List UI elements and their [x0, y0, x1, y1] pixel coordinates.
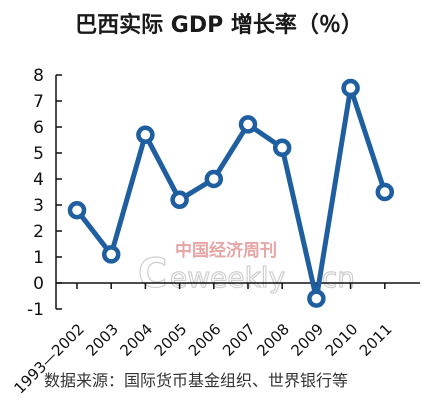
- x-tick-label: 2011: [356, 320, 396, 360]
- watermark-en-prefix: C: [138, 251, 167, 297]
- x-tick-label: 2003: [82, 320, 122, 360]
- data-point: [375, 182, 395, 202]
- source-note: 数据来源：国际货币基金组织、世界银行等: [44, 371, 348, 390]
- watermark: 中国经济周刊 C eweekly .cn: [137, 240, 355, 298]
- data-point: [67, 200, 87, 220]
- y-tick-label: 1: [33, 248, 44, 268]
- y-tick-label: 8: [33, 66, 44, 86]
- x-tick-label: 2006: [185, 320, 225, 360]
- y-axis-ticks: 8 7 6 5 4 3 2 1 0 -1: [27, 66, 62, 320]
- y-tick-label: 3: [33, 196, 44, 216]
- x-tick-label: 2009: [287, 320, 327, 360]
- series-line: [75, 85, 388, 302]
- x-tick-label: 2007: [219, 320, 259, 360]
- data-point: [341, 78, 360, 98]
- y-tick-label: 4: [33, 170, 44, 190]
- series-gdp-growth: [67, 78, 395, 308]
- y-tick-label: -1: [27, 300, 44, 320]
- data-point: [204, 169, 224, 189]
- data-point: [272, 138, 292, 158]
- y-tick-label: 6: [33, 118, 44, 138]
- y-tick-label: 2: [33, 222, 44, 242]
- y-tick-label: 5: [33, 144, 44, 164]
- x-tick-label: 2004: [116, 320, 156, 360]
- data-point: [101, 245, 121, 264]
- data-point: [170, 190, 189, 210]
- data-point: [238, 115, 258, 134]
- x-tick-label: 2010: [322, 320, 362, 360]
- watermark-en-main: eweekly: [170, 261, 285, 294]
- axes: [55, 75, 420, 309]
- watermark-cn: 中国经济周刊: [175, 240, 277, 261]
- y-tick-label: 7: [33, 92, 44, 112]
- data-point: [307, 289, 326, 308]
- x-tick-label: 2005: [151, 320, 191, 360]
- chart-title: 巴西实际 GDP 增长率（％）: [75, 12, 363, 38]
- x-tick-label: 2008: [253, 320, 293, 360]
- data-point: [136, 125, 155, 145]
- y-tick-label: 0: [33, 274, 44, 294]
